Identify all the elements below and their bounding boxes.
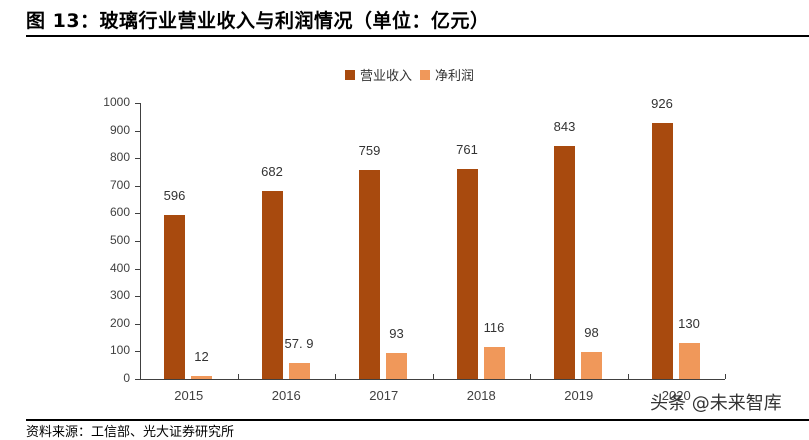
bar-profit <box>386 353 407 379</box>
value-label-profit: 116 <box>483 319 505 335</box>
bar-revenue <box>554 146 575 379</box>
y-tick-label: 200 <box>109 315 130 330</box>
value-label-profit: 93 <box>389 326 404 342</box>
value-label-revenue: 759 <box>358 142 381 158</box>
y-tick-label: 0 <box>123 371 130 385</box>
bar-revenue <box>651 123 673 379</box>
source-note: 资料来源：工信部、光大证券研究所 <box>26 425 235 440</box>
chart-legend: 营业收入 净利润 <box>345 65 482 84</box>
x-tick <box>335 374 336 379</box>
y-tick <box>135 241 140 242</box>
y-tick-label: 300 <box>109 288 130 303</box>
x-tick-label: 2017 <box>369 388 399 403</box>
y-tick <box>135 379 140 380</box>
bar-revenue <box>359 169 380 379</box>
footer-divider <box>26 419 809 421</box>
x-tick <box>530 374 531 379</box>
value-label-profit: 57. 9 <box>284 336 314 352</box>
x-tick-label: 2016 <box>271 388 301 403</box>
bar-revenue <box>164 214 185 379</box>
y-tick-label: 700 <box>109 177 130 192</box>
legend-label-revenue: 营业收入 <box>360 69 413 84</box>
x-tick <box>237 374 239 379</box>
bar-profit <box>288 363 310 379</box>
x-tick-label: 2018 <box>466 388 496 403</box>
value-label-revenue: 926 <box>651 96 673 112</box>
y-tick-label: 600 <box>109 205 130 220</box>
bar-revenue <box>261 190 283 379</box>
value-label-revenue: 682 <box>261 163 283 179</box>
value-label-profit: 98 <box>584 324 599 340</box>
watermark: 头条 @未来智库 <box>650 393 782 414</box>
legend-item-revenue: 营业收入 <box>345 65 412 84</box>
x-tick-label: 2015 <box>174 388 204 403</box>
x-tick-label: 2019 <box>564 388 594 403</box>
bar-profit <box>191 375 212 379</box>
value-label-revenue: 843 <box>553 119 576 135</box>
y-tick-label: 100 <box>109 343 130 358</box>
bar-revenue <box>456 168 478 379</box>
x-axis <box>140 379 725 380</box>
y-tick <box>135 268 140 270</box>
y-tick-label: 500 <box>109 233 130 247</box>
figure-title: 图 13：玻璃行业营业收入与利润情况（单位：亿元） <box>26 10 490 32</box>
y-tick <box>135 296 140 298</box>
legend-swatch-profit <box>420 69 431 80</box>
legend-label-profit: 净利润 <box>435 69 475 84</box>
legend-item-profit: 净利润 <box>420 65 474 84</box>
value-label-revenue: 761 <box>456 141 478 157</box>
y-tick-label: 400 <box>109 260 130 275</box>
y-axis <box>140 103 141 380</box>
legend-swatch-revenue <box>345 69 355 80</box>
bar-profit <box>581 351 602 379</box>
y-tick <box>135 185 140 187</box>
x-tick <box>725 374 726 379</box>
bar-profit <box>678 343 700 379</box>
x-tick <box>627 374 629 379</box>
x-tick-label: 2020 <box>661 388 691 403</box>
y-tick <box>135 103 140 104</box>
y-tick-label: 800 <box>109 150 130 165</box>
y-tick <box>135 213 140 215</box>
y-tick-label: 900 <box>109 122 130 137</box>
value-label-revenue: 596 <box>163 187 186 203</box>
y-tick <box>135 351 140 353</box>
y-tick <box>135 158 140 160</box>
bar-profit <box>483 346 505 379</box>
y-tick-label: 1000 <box>103 95 130 109</box>
y-tick <box>135 130 140 132</box>
value-label-profit: 12 <box>194 348 209 364</box>
x-tick <box>432 374 434 379</box>
value-label-profit: 130 <box>678 316 700 332</box>
y-tick <box>135 323 140 325</box>
bar-chart: 0 100 200 300 400 500 600 700 800 900 1000 596 12 201… <box>103 95 726 403</box>
title-divider <box>26 35 809 37</box>
